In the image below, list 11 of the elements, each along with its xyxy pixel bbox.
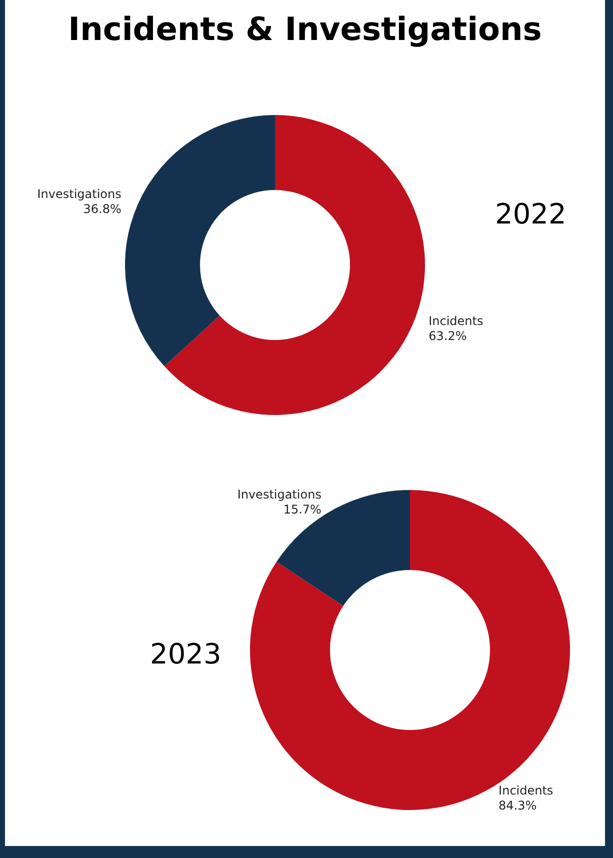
data-label: 63.2%	[428, 329, 467, 344]
slice-label: Investigations	[37, 186, 122, 201]
data-label: 15.7%	[283, 502, 322, 517]
slice-label: Investigations	[237, 488, 322, 502]
text: 2023	[150, 638, 222, 670]
slice-label: Incidents	[428, 314, 484, 328]
text: Incidents & Investigations	[68, 10, 542, 48]
text: 2022	[495, 198, 566, 230]
data-label: 84.3%	[498, 798, 537, 812]
data-label: 36.8%	[83, 202, 122, 216]
slice-label: Incidents	[498, 783, 554, 798]
